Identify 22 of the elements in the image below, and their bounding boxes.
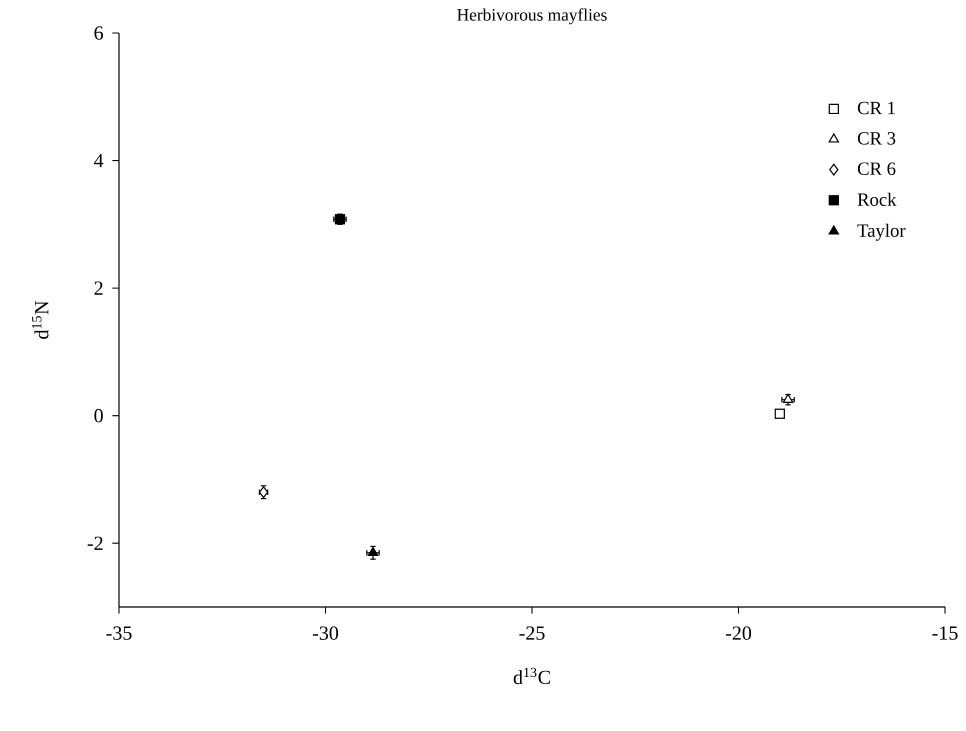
y-tick-label: 6 (94, 26, 104, 40)
x-tick-label: -20 (726, 626, 752, 640)
legend-label: Rock (858, 192, 897, 206)
y-tick-label: 0 (94, 408, 103, 422)
x-tick-label: -30 (312, 626, 338, 640)
x-tick-label: -35 (106, 626, 132, 640)
x-tick-label: -15 (932, 626, 958, 640)
x-tick-label: -25 (519, 626, 545, 640)
point (774, 408, 785, 419)
chart-title: Herbivorous mayflies (457, 8, 607, 24)
legend-label: CR 1 (858, 102, 895, 114)
y-tick-label: -2 (88, 536, 103, 550)
legend-label: CR 3 (858, 132, 896, 145)
y-axis-title: d$^{15}$N (32, 300, 48, 339)
x-axis-title: d$^{13}$C (514, 668, 550, 684)
legend-label: CR 6 (858, 162, 896, 175)
point (368, 546, 378, 556)
y-tick-label: 4 (94, 154, 104, 168)
point (334, 214, 346, 224)
point (782, 394, 794, 403)
y-tick-label: 2 (94, 281, 103, 295)
legend-label: Taylor (857, 224, 906, 241)
